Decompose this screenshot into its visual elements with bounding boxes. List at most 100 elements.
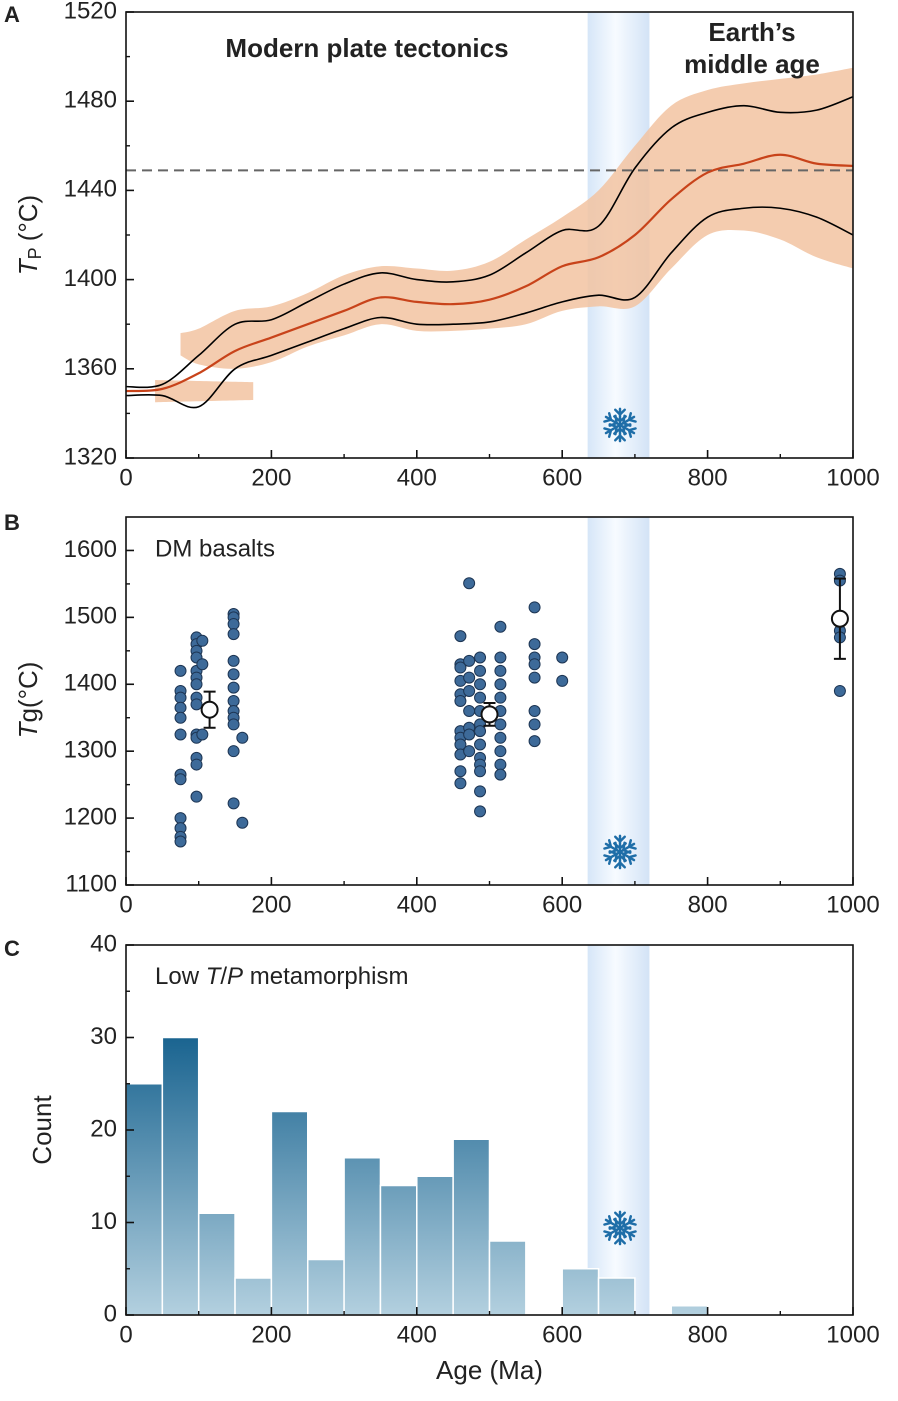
data-point	[227, 628, 240, 641]
data-point	[174, 701, 187, 714]
data-point	[474, 725, 487, 738]
y-tick-label: 1520	[64, 0, 117, 24]
data-point	[227, 797, 240, 810]
x-tick-label: 200	[251, 464, 291, 491]
data-point	[174, 812, 187, 825]
histogram-bar	[161, 1036, 200, 1316]
histogram-bar	[597, 1277, 636, 1316]
y-tick-label: 40	[90, 930, 117, 957]
y-tick-label: 1200	[64, 803, 117, 830]
data-point	[174, 691, 187, 704]
data-point	[236, 731, 249, 744]
data-point	[528, 735, 541, 748]
data-point	[196, 728, 209, 741]
data-point	[454, 630, 467, 643]
y-label-sub: P	[25, 247, 45, 259]
data-point	[174, 835, 187, 848]
annotation-part: T	[206, 963, 223, 990]
histogram-bar	[307, 1258, 345, 1316]
data-point	[494, 768, 507, 781]
data-point	[463, 684, 476, 697]
x-tick-label: 0	[119, 464, 132, 491]
y-tick-label: 1320	[64, 443, 117, 470]
data-point	[463, 705, 476, 718]
y-tick-label: 1600	[64, 536, 117, 563]
histogram-bar	[488, 1240, 527, 1316]
data-point	[454, 661, 467, 674]
histogram-bar	[343, 1157, 382, 1316]
shaded-band	[587, 517, 650, 885]
data-point	[463, 728, 476, 741]
data-point	[227, 745, 240, 758]
data-point	[174, 664, 187, 677]
x-tick-label: 800	[688, 891, 728, 918]
x-tick-label: 200	[251, 1321, 291, 1348]
histogram-bar	[270, 1110, 309, 1316]
data-point	[463, 577, 476, 590]
panel: B DM basalts Tg(°C) 0 200 400 600 800 1000 1100 12…	[4, 510, 880, 919]
histogram-bar	[670, 1305, 709, 1316]
scatter-cloud	[155, 379, 254, 403]
data-point	[494, 664, 507, 677]
data-point	[528, 658, 541, 671]
y-tick-label: 0	[104, 1300, 117, 1327]
annotation: middle age	[684, 49, 820, 79]
data-point	[494, 758, 507, 771]
histogram-bar	[379, 1184, 418, 1316]
data-point	[227, 668, 240, 681]
y-tick-label: 1440	[64, 176, 117, 203]
series-line	[125, 153, 854, 393]
data-point	[190, 758, 203, 771]
data-point	[174, 711, 187, 724]
data-point	[494, 718, 507, 731]
data-point	[474, 738, 487, 751]
data-point	[190, 698, 203, 711]
data-point	[190, 790, 203, 803]
data-point	[494, 620, 507, 633]
y-label-unit: (°C)	[13, 662, 43, 709]
x-tick-label: 400	[397, 1321, 437, 1348]
data-point	[494, 691, 507, 704]
data-point	[474, 805, 487, 818]
annotation-part: Low	[155, 963, 206, 990]
x-tick-label: 0	[119, 891, 132, 918]
data-point	[196, 658, 209, 671]
x-tick-label: 600	[542, 891, 582, 918]
x-tick-label: 200	[251, 891, 291, 918]
data-point	[528, 671, 541, 684]
data-point	[236, 816, 249, 829]
data-point	[528, 601, 541, 614]
data-point	[227, 618, 240, 631]
data-point	[463, 654, 476, 667]
y-tick-label: 1300	[64, 737, 117, 764]
data-point	[556, 674, 569, 687]
x-tick-label: 800	[688, 1321, 728, 1348]
y-tick-label: 30	[90, 1023, 117, 1050]
data-point	[196, 634, 209, 647]
y-axis-label: Tg(°C)	[13, 662, 43, 739]
x-axis-label: Age (Ma)	[436, 1355, 543, 1385]
mean-point	[830, 609, 849, 628]
series-line	[125, 95, 854, 389]
data-point	[474, 651, 487, 664]
y-label-symbol: T	[13, 720, 43, 738]
data-point	[227, 718, 240, 731]
data-point	[556, 651, 569, 664]
data-point	[227, 654, 240, 667]
panel-letter: B	[4, 510, 20, 535]
y-label-sub: g	[13, 708, 43, 722]
y-tick-label: 20	[90, 1115, 117, 1142]
data-point	[227, 695, 240, 707]
histogram-bar	[561, 1268, 600, 1316]
x-tick-label: 400	[397, 891, 437, 918]
data-point	[494, 678, 507, 691]
panel-letter: C	[4, 936, 20, 961]
annotation-part: /	[220, 963, 227, 990]
y-label-unit: (°C)	[13, 195, 43, 242]
x-tick-label: 1000	[826, 464, 879, 491]
y-tick-label: 1400	[64, 670, 117, 697]
data-point	[454, 695, 467, 707]
data-point	[494, 651, 507, 664]
